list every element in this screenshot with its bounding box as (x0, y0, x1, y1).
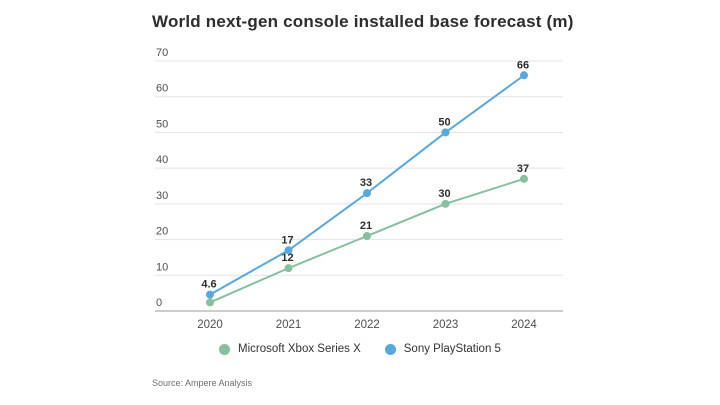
y-tick-label: 40 (156, 154, 168, 166)
data-point-label-sony-playstation-5: 50 (438, 116, 450, 128)
data-point-sony-playstation-5 (206, 290, 214, 299)
data-point-label-sony-playstation-5: 4.6 (201, 279, 216, 291)
data-point-label-microsoft-xbox-series-x: 12 (281, 252, 293, 264)
data-point-microsoft-xbox-series-x (363, 232, 371, 240)
y-tick-label: 0 (156, 297, 162, 309)
data-point-label-sony-playstation-5: 66 (517, 59, 529, 71)
legend-label-xbox: Microsoft Xbox Series X (238, 343, 361, 355)
x-tick-label: 2023 (433, 319, 459, 331)
y-tick-label: 20 (156, 226, 168, 238)
legend-item-xbox: Microsoft Xbox Series X (219, 343, 361, 355)
legend: Microsoft Xbox Series X Sony PlayStation… (155, 343, 565, 355)
legend-dot-xbox-icon (219, 343, 231, 355)
data-point-sony-playstation-5 (363, 189, 371, 198)
y-tick-label: 10 (156, 261, 168, 273)
data-point-label-sony-playstation-5: 33 (360, 177, 372, 189)
data-point-sony-playstation-5 (284, 246, 293, 255)
data-point-sony-playstation-5 (520, 71, 528, 80)
data-point-microsoft-xbox-series-x (520, 174, 528, 183)
x-tick-label: 2024 (511, 319, 537, 331)
x-tick-label: 2020 (197, 319, 223, 331)
legend-item-ps5: Sony PlayStation 5 (384, 343, 501, 355)
data-point-label-microsoft-xbox-series-x: 21 (360, 220, 372, 232)
series-line-microsoft-xbox-series-x (209, 177, 525, 304)
y-tick-label: 70 (156, 47, 168, 59)
chart-title: World next-gen console installed base fo… (152, 12, 574, 31)
data-point-sony-playstation-5 (441, 128, 450, 137)
y-tick-label: 50 (156, 118, 168, 130)
data-point-microsoft-xbox-series-x (206, 298, 214, 307)
y-tick-label: 60 (156, 83, 168, 95)
source-note: Source: Ampere Analysis (152, 378, 253, 388)
x-tick-label: 2022 (354, 319, 380, 331)
data-point-label-microsoft-xbox-series-x: 37 (517, 163, 529, 175)
data-point-label-sony-playstation-5: 17 (281, 234, 293, 246)
data-point-microsoft-xbox-series-x (441, 199, 450, 208)
legend-label-ps5: Sony PlayStation 5 (403, 343, 501, 355)
legend-dot-ps5-icon (384, 343, 396, 355)
data-point-microsoft-xbox-series-x (284, 264, 293, 273)
data-point-label-microsoft-xbox-series-x: 30 (438, 188, 450, 200)
y-tick-label: 30 (156, 190, 168, 202)
x-tick-label: 2021 (276, 319, 302, 331)
